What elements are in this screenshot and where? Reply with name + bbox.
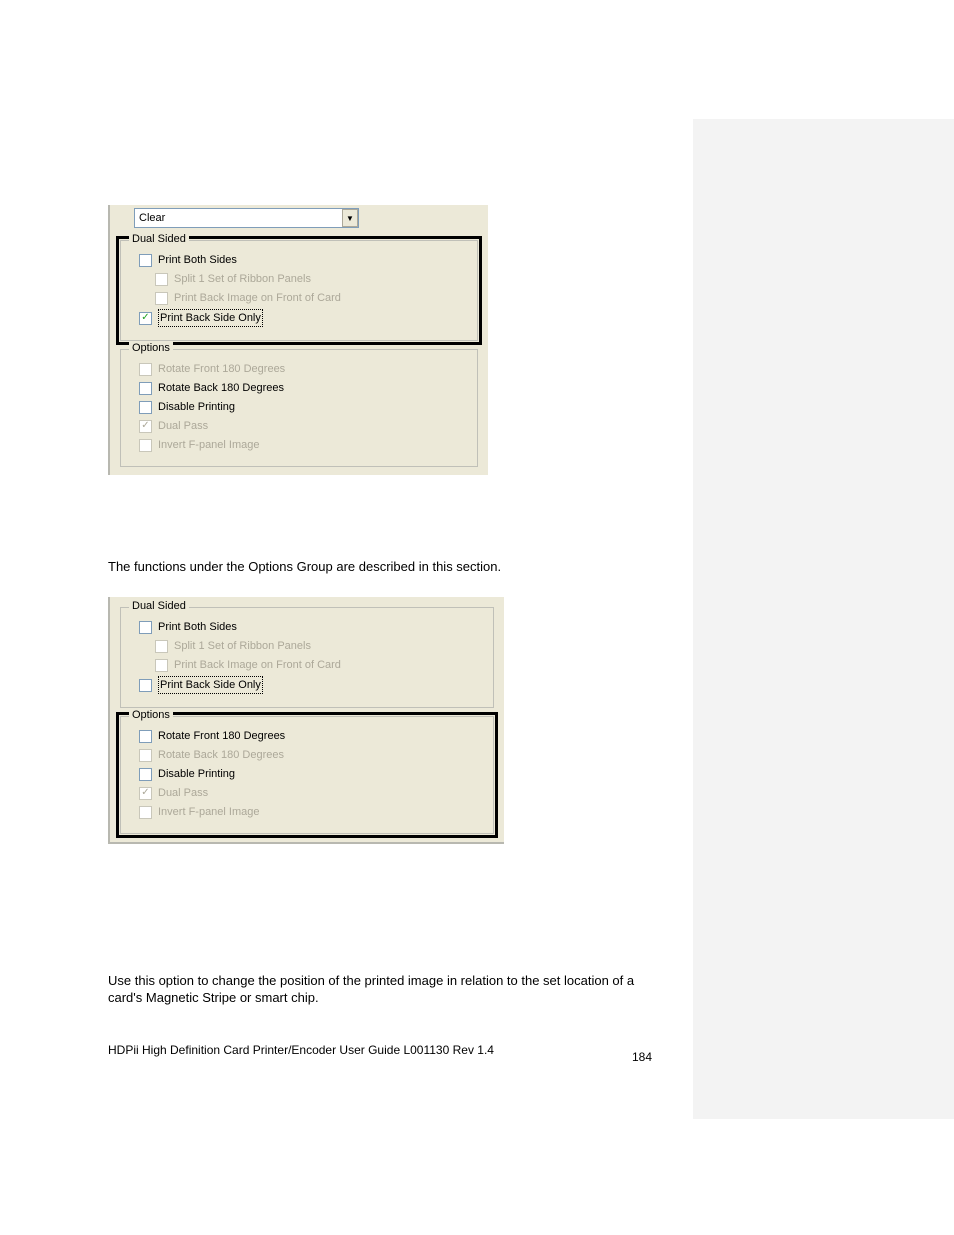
checkbox-row: Invert F-panel Image (139, 804, 483, 820)
clear-dropdown[interactable]: Clear ▼ (134, 208, 359, 228)
body-text: The functions under the Options Group ar… (108, 559, 608, 576)
dual-sided-group: Dual Sided Print Both SidesSplit 1 Set o… (120, 607, 494, 708)
checkbox-label: Disable Printing (158, 766, 235, 782)
checkbox-row: Print Back Image on Front of Card (155, 657, 483, 673)
checkbox-row[interactable]: Disable Printing (139, 399, 467, 415)
options-items: Rotate Front 180 Degrees Rotate Back 180 … (131, 728, 483, 820)
checkbox-label: Rotate Back 180 Degrees (158, 747, 284, 763)
checkbox[interactable] (139, 254, 152, 267)
checkbox-label: Invert F-panel Image (158, 804, 260, 820)
checkbox-row: ✓ Dual Pass (139, 785, 483, 801)
checkbox (139, 439, 152, 452)
checkbox (155, 273, 168, 286)
checkbox-label: Print Back Image on Front of Card (174, 657, 341, 673)
checkbox-row[interactable]: Disable Printing (139, 766, 483, 782)
dual-sided-group: Dual Sided Print Both SidesSplit 1 Set o… (120, 240, 478, 341)
checkbox-row[interactable]: Print Back Side Only (139, 676, 483, 694)
checkbox-label: Print Back Side Only (158, 676, 263, 694)
dual-sided-items: Print Both Sides Split 1 Set of Ribbon Pa… (131, 252, 467, 327)
checkbox-row[interactable]: Print Both Sides (139, 252, 467, 268)
dropdown-row: Clear ▼ (110, 205, 488, 236)
checkbox (139, 363, 152, 376)
checkbox-label: Print Back Side Only (158, 309, 263, 327)
checkbox-label: Rotate Back 180 Degrees (158, 380, 284, 396)
checkbox-label: Split 1 Set of Ribbon Panels (174, 638, 311, 654)
footer-text: HDPii High Definition Card Printer/Encod… (108, 1043, 628, 1057)
checkbox-row[interactable]: Rotate Front 180 Degrees (139, 728, 483, 744)
checkbox-row: Rotate Back 180 Degrees (139, 747, 483, 763)
checkbox-label: Dual Pass (158, 785, 208, 801)
dialog-screenshot-2: Dual Sided Print Both Sides Split 1 Set o… (108, 597, 504, 844)
checkbox-row: ✓ Dual Pass (139, 418, 467, 434)
options-items: Rotate Front 180 Degrees Rotate Back 180 … (131, 361, 467, 453)
checkbox[interactable] (139, 768, 152, 781)
checkbox[interactable] (139, 621, 152, 634)
checkbox-label: Print Both Sides (158, 619, 237, 635)
checkbox-label: Rotate Front 180 Degrees (158, 728, 285, 744)
checkbox-label: Split 1 Set of Ribbon Panels (174, 271, 311, 287)
checkbox-label: Rotate Front 180 Degrees (158, 361, 285, 377)
checkbox: ✓ (139, 420, 152, 433)
checkbox-row: Print Back Image on Front of Card (155, 290, 467, 306)
checkbox-row: Invert F-panel Image (139, 437, 467, 453)
checkbox (155, 640, 168, 653)
checkbox[interactable] (139, 401, 152, 414)
checkbox (139, 749, 152, 762)
document-page: Clear ▼ Dual Sided Print Both Sides Split… (0, 0, 693, 1235)
group-legend: Options (129, 342, 173, 354)
dual-sided-items: Print Both Sides Split 1 Set of Ribbon Pa… (131, 619, 483, 694)
checkbox (139, 806, 152, 819)
checkbox-row[interactable]: Print Both Sides (139, 619, 483, 635)
chevron-down-icon[interactable]: ▼ (342, 209, 358, 227)
checkbox-row[interactable]: ✓ Print Back Side Only (139, 309, 467, 327)
page-number: 184 (632, 1050, 652, 1064)
checkbox-label: Invert F-panel Image (158, 437, 260, 453)
body-text: Use this option to change the position o… (108, 973, 648, 1007)
checkbox-row: Rotate Front 180 Degrees (139, 361, 467, 377)
group-legend: Dual Sided (129, 233, 189, 245)
checkbox-label: Print Both Sides (158, 252, 237, 268)
checkbox (155, 292, 168, 305)
checkbox-row[interactable]: Rotate Back 180 Degrees (139, 380, 467, 396)
sidebar-panel (693, 119, 954, 1119)
checkbox (155, 659, 168, 672)
checkbox-label: Disable Printing (158, 399, 235, 415)
checkbox-label: Dual Pass (158, 418, 208, 434)
checkbox-row: Split 1 Set of Ribbon Panels (155, 638, 483, 654)
group-legend: Dual Sided (129, 600, 189, 612)
checkbox[interactable] (139, 382, 152, 395)
dialog-screenshot-1: Clear ▼ Dual Sided Print Both SidesSplit… (108, 205, 488, 475)
options-group: Options Rotate Front 180 DegreesRotate B… (120, 716, 494, 834)
checkbox: ✓ (139, 787, 152, 800)
checkbox-row: Split 1 Set of Ribbon Panels (155, 271, 467, 287)
checkbox-label: Print Back Image on Front of Card (174, 290, 341, 306)
checkbox[interactable]: ✓ (139, 312, 152, 325)
dropdown-value: Clear (139, 212, 165, 224)
checkbox[interactable] (139, 730, 152, 743)
checkbox[interactable] (139, 679, 152, 692)
group-legend: Options (129, 709, 173, 721)
options-group: Options Rotate Front 180 DegreesRotate B… (120, 349, 478, 467)
